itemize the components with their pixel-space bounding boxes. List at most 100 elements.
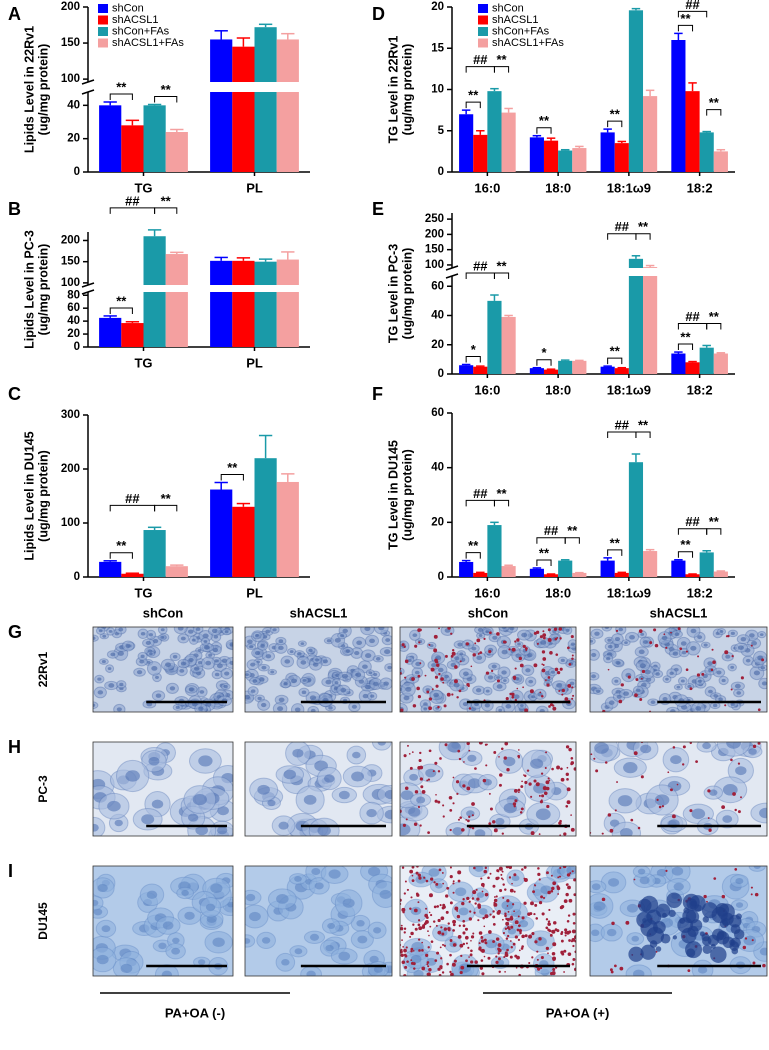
lipid-droplet — [552, 942, 557, 947]
nucleus — [249, 645, 254, 649]
nucleus — [141, 814, 155, 825]
stain-blob — [735, 913, 742, 920]
lipid-droplet — [456, 910, 459, 912]
lipid-droplet — [456, 696, 459, 699]
significance-label: ** — [116, 538, 127, 553]
bar — [558, 560, 573, 577]
lipid-droplet — [466, 896, 470, 901]
lipid-droplet — [566, 919, 570, 923]
nucleus — [556, 682, 563, 688]
lipid-droplet — [565, 930, 570, 935]
bar — [473, 572, 488, 577]
lipid-droplet — [471, 802, 475, 806]
lipid-droplet — [478, 742, 483, 745]
lipid-droplet — [440, 926, 443, 929]
lipid-droplet — [411, 866, 415, 869]
nucleus — [703, 643, 708, 647]
lipid-droplet — [554, 667, 559, 672]
nucleus — [411, 941, 424, 952]
lipid-droplet — [477, 652, 480, 655]
lipid-droplet — [696, 673, 701, 677]
x-tick-label: TG — [134, 355, 152, 370]
nucleus — [145, 640, 151, 645]
nucleus — [311, 868, 321, 876]
lipid-droplet — [418, 876, 422, 880]
lipid-droplet — [545, 786, 550, 791]
lipid-droplet — [518, 973, 521, 976]
lipid-droplet — [439, 904, 442, 907]
nucleus — [539, 708, 545, 712]
lipid-droplet — [428, 934, 430, 937]
lipid-droplet — [655, 950, 658, 953]
lipid-droplet — [523, 774, 525, 776]
lipid-droplet — [435, 684, 439, 688]
lipid-droplet — [411, 677, 415, 681]
lipid-droplet — [400, 949, 403, 954]
lipid-droplet — [672, 814, 676, 819]
nucleus — [702, 742, 711, 750]
nucleus — [327, 922, 336, 930]
bar — [671, 353, 686, 374]
lipid-droplet — [566, 787, 571, 792]
nucleus — [297, 651, 302, 656]
nucleus — [108, 630, 113, 633]
lipid-droplet — [514, 640, 517, 643]
break-mark — [445, 265, 459, 271]
nucleus — [333, 686, 338, 690]
x-tick-label: 18:0 — [545, 585, 571, 600]
nucleus — [503, 802, 517, 814]
nucleus — [749, 633, 755, 638]
nucleus — [362, 664, 368, 669]
lipid-droplet — [611, 921, 615, 926]
nucleus — [340, 634, 345, 638]
lipid-droplet — [609, 828, 614, 833]
lipid-droplet — [483, 938, 487, 942]
lipid-droplet — [441, 906, 445, 910]
nucleus — [748, 748, 757, 755]
nucleus — [260, 644, 265, 648]
lipid-droplet — [488, 930, 492, 934]
lipid-droplet — [438, 974, 442, 976]
significance-label: ** — [610, 344, 621, 359]
lipid-droplet — [400, 898, 402, 902]
nucleus — [146, 890, 158, 899]
lipid-droplet — [568, 898, 573, 903]
lipid-droplet — [457, 879, 461, 883]
micrograph — [245, 627, 392, 712]
lipid-droplet — [462, 942, 466, 946]
lipid-droplet — [446, 692, 451, 697]
lipid-droplet — [506, 768, 510, 772]
cell — [154, 964, 179, 976]
legend-swatch — [478, 15, 488, 25]
lipid-droplet — [500, 873, 503, 876]
lipid-droplet — [457, 818, 461, 821]
lipid-droplet — [432, 920, 436, 923]
lipid-droplet — [687, 969, 691, 973]
nucleus — [428, 868, 440, 877]
nucleus — [614, 679, 619, 683]
y-tick-label: 40 — [67, 315, 80, 327]
lipid-droplet — [542, 663, 545, 666]
lipid-droplet — [433, 881, 436, 884]
stain-blob — [715, 903, 730, 917]
nucleus — [384, 809, 392, 820]
significance-label: ** — [496, 258, 507, 273]
lipid-droplet — [560, 904, 565, 909]
y-axis-label: Lipids Level in 22Rv1 — [22, 26, 36, 153]
lipid-droplet — [492, 922, 496, 926]
lipid-droplet — [453, 959, 457, 963]
nucleus — [247, 639, 253, 644]
lipid-droplet — [524, 647, 528, 650]
lipid-droplet — [533, 663, 538, 668]
x-tick-label: 18:0 — [545, 180, 571, 195]
nucleus — [478, 634, 483, 637]
nucleus — [172, 937, 180, 944]
lipid-droplet — [558, 689, 561, 692]
lipid-droplet — [541, 794, 545, 798]
bar — [276, 39, 299, 173]
nucleus — [125, 770, 140, 782]
legend-swatch — [478, 38, 488, 48]
lipid-droplet — [519, 931, 522, 935]
significance-label: ** — [610, 535, 621, 550]
significance-bracket — [465, 552, 481, 559]
